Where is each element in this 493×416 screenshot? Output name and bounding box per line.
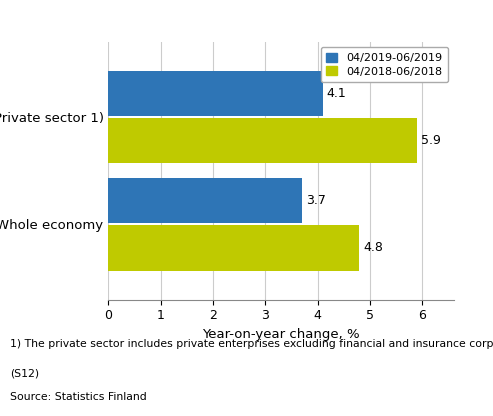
Text: 3.7: 3.7 [306, 194, 325, 207]
Bar [108, 225, 359, 270]
Text: Source: Statistics Finland: Source: Statistics Finland [10, 392, 146, 402]
Bar [108, 71, 323, 116]
Text: 4.1: 4.1 [326, 87, 346, 100]
X-axis label: Year-on-year change, %: Year-on-year change, % [202, 328, 360, 341]
Text: 5.9: 5.9 [421, 134, 440, 147]
Legend: 04/2019-06/2019, 04/2018-06/2018: 04/2019-06/2019, 04/2018-06/2018 [321, 47, 448, 82]
Text: 4.8: 4.8 [363, 241, 383, 255]
Text: 1) The private sector includes private enterprises excluding financial and insur: 1) The private sector includes private e… [10, 339, 493, 349]
Bar [108, 178, 302, 223]
Bar [108, 118, 417, 163]
Text: (S12): (S12) [10, 368, 39, 378]
